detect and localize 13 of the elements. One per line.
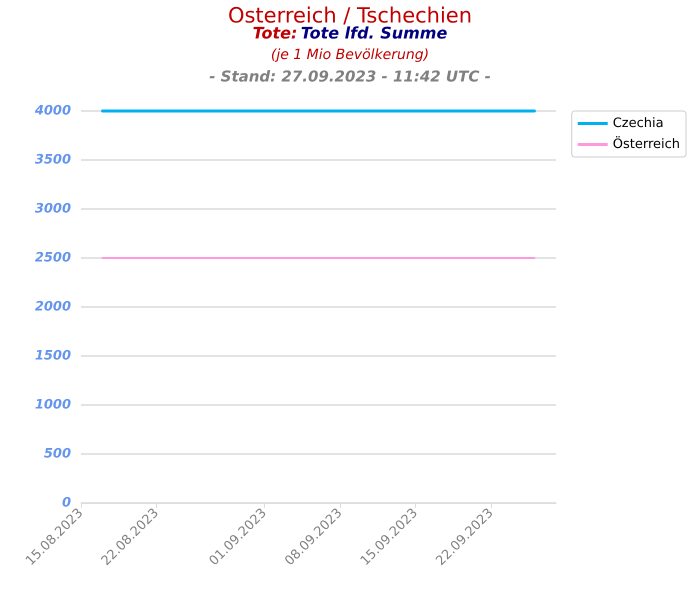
legend-label: Österreich	[612, 136, 680, 152]
y-tick-label: 2500	[34, 250, 71, 266]
y-tick-label: 2000	[34, 300, 71, 314]
y-tick-label: 3000	[34, 202, 71, 216]
text: - Stand: 27.09.2023 - 11:42 UTC -	[209, 68, 491, 86]
y-tick-label: 4000	[34, 104, 71, 118]
y-tick-label: 3500	[34, 152, 71, 168]
y-tick-label: 1500	[34, 348, 71, 364]
y-tick-label: 500	[44, 446, 71, 462]
text: (je 1 Mio Bevölkerung)	[270, 47, 430, 63]
y-tick-label: 1000	[34, 398, 71, 412]
y-tick-label: 0	[62, 496, 71, 510]
legend-label: Czechia	[612, 116, 664, 131]
